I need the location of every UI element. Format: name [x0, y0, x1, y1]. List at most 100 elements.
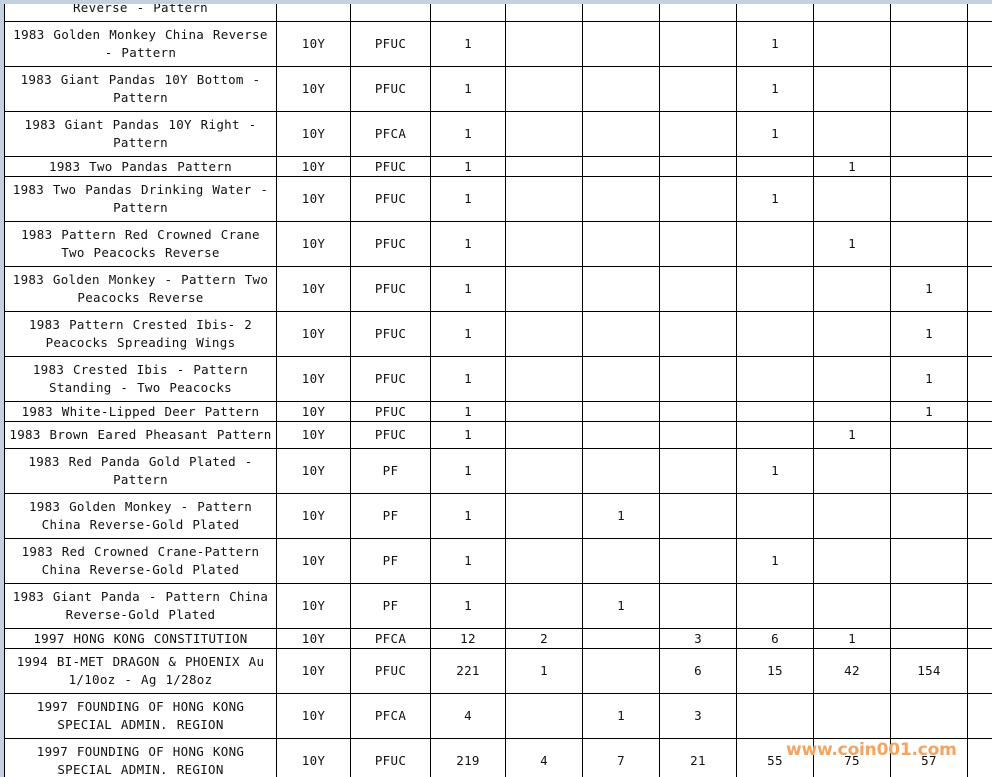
cell-count-11	[967, 583, 992, 629]
cell-count-9: 75	[813, 738, 891, 777]
cell-total: 1	[430, 176, 506, 222]
table-row: 1983 Giant Pandas 10Y Bottom - Pattern 10…	[4, 66, 992, 112]
table-row: 1983 Pattern Red Crowned Crane Two Peaco…	[4, 221, 992, 267]
cell-description: 1983 Giant Pandas 10Y Bottom - Pattern	[4, 66, 277, 112]
cell-description: 1983 Two Pandas Pattern	[4, 156, 277, 177]
table-row: 1983 Giant Panda - Pattern China Reverse…	[4, 583, 992, 629]
cell-count-9	[813, 21, 891, 67]
cell-count-6	[582, 176, 660, 222]
cell-count-11	[967, 628, 992, 649]
cell-count-10	[890, 583, 968, 629]
cell-count-11	[967, 448, 992, 494]
cell-count-7	[659, 21, 737, 67]
cell-description: 1997 FOUNDING OF HONG KONG SPECIAL ADMIN…	[4, 738, 277, 777]
cell-count-8: 55	[736, 738, 814, 777]
cell-count-9: 1	[813, 421, 891, 449]
cell-count-8	[736, 266, 814, 312]
cell-count-6	[582, 111, 660, 157]
cell-count-11	[967, 221, 992, 267]
table-scroll-content: 1983 Red Crowned Crane China Reverse - P…	[4, 0, 992, 777]
cell-count-6	[582, 66, 660, 112]
cell-count-8	[736, 583, 814, 629]
cell-total: 1	[430, 448, 506, 494]
top-gutter	[0, 0, 992, 4]
cell-denomination: 10Y	[276, 21, 351, 67]
cell-description: 1997 FOUNDING OF HONG KONG SPECIAL ADMIN…	[4, 693, 277, 739]
cell-description: 1983 Red Panda Gold Plated - Pattern	[4, 448, 277, 494]
cell-count-5	[505, 583, 583, 629]
cell-grade: PF	[350, 538, 431, 584]
cell-count-10: 1	[890, 356, 968, 402]
cell-count-5	[505, 421, 583, 449]
table-row: 1983 White-Lipped Deer Pattern 10Y PFUC 1 1	[4, 401, 992, 422]
cell-count-10	[890, 111, 968, 157]
cell-total: 1	[430, 221, 506, 267]
cell-count-7	[659, 221, 737, 267]
cell-count-5	[505, 176, 583, 222]
cell-grade: PFUC	[350, 401, 431, 422]
cell-grade: PFCA	[350, 693, 431, 739]
cell-count-7: 21	[659, 738, 737, 777]
cell-count-7	[659, 311, 737, 357]
cell-count-6	[582, 448, 660, 494]
cell-grade: PFUC	[350, 221, 431, 267]
cell-count-6: 1	[582, 693, 660, 739]
cell-count-8: 15	[736, 648, 814, 694]
cell-count-7	[659, 356, 737, 402]
cell-count-7	[659, 448, 737, 494]
cell-count-7	[659, 266, 737, 312]
cell-count-8: 1	[736, 176, 814, 222]
cell-grade: PFUC	[350, 266, 431, 312]
table-row: 1983 Crested Ibis - Pattern Standing - T…	[4, 356, 992, 402]
cell-denomination: 10Y	[276, 421, 351, 449]
cell-description: 1983 Golden Monkey China Reverse - Patte…	[4, 21, 277, 67]
cell-description: 1983 Golden Monkey - Pattern Two Peacock…	[4, 266, 277, 312]
cell-count-8	[736, 221, 814, 267]
cell-total: 4	[430, 693, 506, 739]
cell-grade: PFUC	[350, 21, 431, 67]
cell-grade: PF	[350, 583, 431, 629]
cell-count-9	[813, 66, 891, 112]
cell-grade: PFUC	[350, 648, 431, 694]
cell-denomination: 10Y	[276, 738, 351, 777]
cell-count-7: 6	[659, 648, 737, 694]
cell-count-6	[582, 401, 660, 422]
cell-description: 1994 BI-MET DRAGON & PHOENIX Au 1/10oz -…	[4, 648, 277, 694]
cell-total: 219	[430, 738, 506, 777]
cell-description: 1997 HONG KONG CONSTITUTION	[4, 628, 277, 649]
cell-description: 1983 Golden Monkey - Pattern China Rever…	[4, 493, 277, 539]
cell-denomination: 10Y	[276, 538, 351, 584]
cell-count-6	[582, 156, 660, 177]
cell-total: 1	[430, 538, 506, 584]
cell-total: 1	[430, 66, 506, 112]
table-viewport[interactable]: 1983 Red Crowned Crane China Reverse - P…	[4, 0, 992, 777]
cell-denomination: 10Y	[276, 493, 351, 539]
cell-count-8: 6	[736, 628, 814, 649]
cell-count-6: 7	[582, 738, 660, 777]
cell-description: 1983 Red Crowned Crane-Pattern China Rev…	[4, 538, 277, 584]
cell-count-5: 2	[505, 628, 583, 649]
cell-total: 1	[430, 156, 506, 177]
cell-count-7	[659, 66, 737, 112]
cell-description: 1983 Giant Panda - Pattern China Reverse…	[4, 583, 277, 629]
table-row: 1983 Giant Pandas 10Y Right - Pattern 10Y…	[4, 111, 992, 157]
cell-count-8	[736, 156, 814, 177]
cell-count-7	[659, 583, 737, 629]
cell-count-6	[582, 538, 660, 584]
cell-count-10	[890, 628, 968, 649]
table-row: 1983 Red Panda Gold Plated - Pattern 10Y P…	[4, 448, 992, 494]
cell-count-9	[813, 401, 891, 422]
cell-total: 1	[430, 266, 506, 312]
cell-count-10	[890, 693, 968, 739]
cell-count-11	[967, 266, 992, 312]
cell-count-7	[659, 156, 737, 177]
cell-count-6: 1	[582, 493, 660, 539]
cell-count-11	[967, 693, 992, 739]
cell-count-6	[582, 311, 660, 357]
cell-count-7	[659, 493, 737, 539]
cell-count-7: 3	[659, 628, 737, 649]
cell-count-5: 4	[505, 738, 583, 777]
cell-denomination: 10Y	[276, 401, 351, 422]
cell-count-9	[813, 111, 891, 157]
cell-total: 221	[430, 648, 506, 694]
